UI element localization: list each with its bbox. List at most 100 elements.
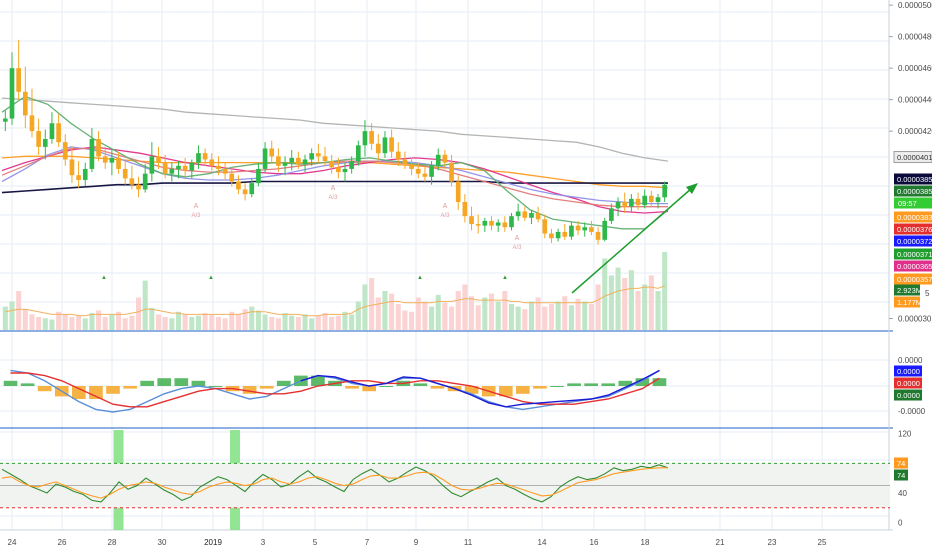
candle-body[interactable] — [489, 220, 494, 226]
candle-body[interactable] — [249, 183, 255, 195]
candle-body[interactable] — [122, 168, 128, 179]
candle-body[interactable] — [549, 233, 554, 239]
candle-body[interactable] — [69, 159, 75, 176]
candle-body[interactable] — [615, 202, 621, 209]
candle-body[interactable] — [515, 211, 521, 217]
candle-body[interactable] — [189, 162, 195, 171]
candle-body[interactable] — [509, 216, 514, 228]
candle-body[interactable] — [502, 222, 508, 228]
candle-body[interactable] — [442, 154, 448, 163]
candle-body[interactable] — [309, 153, 315, 160]
candle-body[interactable] — [369, 131, 374, 144]
candle-body[interactable] — [289, 157, 295, 163]
candle-body[interactable] — [116, 157, 121, 169]
candle-body[interactable] — [149, 156, 155, 174]
candle-body[interactable] — [176, 165, 181, 169]
candle-body[interactable] — [76, 175, 81, 180]
candle-body[interactable] — [89, 139, 95, 169]
candle-body[interactable] — [642, 195, 648, 206]
candle-body[interactable] — [375, 143, 381, 154]
candle-body[interactable] — [542, 219, 548, 234]
candle-body[interactable] — [296, 157, 301, 165]
candle-body[interactable] — [582, 227, 588, 231]
candle-body[interactable] — [475, 224, 481, 226]
candle-body[interactable] — [282, 162, 288, 166]
candle-body[interactable] — [22, 91, 28, 116]
candle-body[interactable] — [102, 156, 108, 163]
candle-body[interactable] — [49, 123, 55, 140]
candle-body[interactable] — [96, 139, 101, 157]
candle-body[interactable] — [435, 154, 441, 166]
candle-body[interactable] — [589, 227, 594, 232]
candle-body[interactable] — [522, 211, 528, 218]
candle-body[interactable] — [169, 168, 175, 174]
candle-body[interactable] — [629, 198, 634, 207]
candle-body[interactable] — [16, 68, 21, 92]
candle-body[interactable] — [415, 168, 421, 174]
candle-body[interactable] — [335, 167, 341, 173]
candle-body[interactable] — [409, 164, 414, 169]
candle-body[interactable] — [362, 131, 368, 146]
candle-body[interactable] — [662, 184, 668, 198]
candle-body[interactable] — [609, 208, 614, 221]
candle-body[interactable] — [382, 137, 388, 154]
candle-body[interactable] — [649, 195, 654, 203]
candle-body[interactable] — [562, 231, 568, 237]
candle-body[interactable] — [329, 161, 335, 168]
rsi-panel[interactable] — [0, 430, 890, 530]
candle-body[interactable] — [2, 118, 8, 122]
candle-body[interactable] — [342, 168, 348, 173]
candles[interactable]: A A/3 A A/3 A A/3 A A/3 — [2, 39, 698, 294]
candle-body[interactable] — [389, 137, 394, 152]
candle-body[interactable] — [162, 162, 168, 174]
candle-body[interactable] — [222, 168, 228, 174]
candle-body[interactable] — [256, 168, 261, 184]
candle-body[interactable] — [209, 159, 215, 166]
candle-body[interactable] — [429, 165, 434, 177]
candle-body[interactable] — [482, 220, 488, 226]
candle-body[interactable] — [322, 156, 328, 162]
candle-body[interactable] — [182, 165, 188, 171]
candle-body[interactable] — [216, 165, 221, 169]
candle-body[interactable] — [129, 178, 135, 185]
candle-body[interactable] — [355, 145, 361, 162]
candle-body[interactable] — [242, 189, 248, 195]
candle-body[interactable] — [62, 142, 68, 160]
candle-body[interactable] — [602, 220, 608, 240]
candle-body[interactable] — [529, 213, 534, 218]
candle-body[interactable] — [229, 173, 235, 182]
candle-body[interactable] — [36, 131, 41, 147]
candle-body[interactable] — [569, 225, 574, 237]
candle-body[interactable] — [555, 231, 561, 239]
candle-body[interactable] — [635, 198, 641, 206]
candle-body[interactable] — [236, 181, 241, 190]
candle-body[interactable] — [349, 161, 354, 169]
candle-body[interactable] — [455, 181, 461, 203]
candle-body[interactable] — [622, 202, 628, 207]
candle-body[interactable] — [9, 68, 15, 119]
candle-body[interactable] — [462, 202, 468, 217]
candle-body[interactable] — [302, 159, 308, 165]
candle-body[interactable] — [196, 153, 201, 163]
candle-body[interactable] — [316, 153, 321, 157]
candle-body[interactable] — [276, 156, 281, 166]
candle-body[interactable] — [82, 168, 88, 180]
candle-body[interactable] — [269, 148, 275, 157]
candle-body[interactable] — [42, 139, 48, 147]
candle-body[interactable] — [595, 231, 601, 240]
candle-body[interactable] — [395, 151, 401, 160]
candle-body[interactable] — [449, 162, 454, 182]
candle-body[interactable] — [202, 153, 208, 160]
candle-body[interactable] — [142, 173, 148, 190]
candle-body[interactable] — [156, 156, 161, 163]
candle-body[interactable] — [422, 173, 428, 177]
candle-body[interactable] — [535, 213, 541, 220]
candle-body[interactable] — [56, 123, 61, 143]
candle-body[interactable] — [262, 148, 268, 169]
candle-body[interactable] — [575, 225, 581, 231]
candle-body[interactable] — [109, 157, 115, 163]
macd-panel[interactable] — [3, 369, 667, 413]
candle-body[interactable] — [495, 222, 501, 226]
